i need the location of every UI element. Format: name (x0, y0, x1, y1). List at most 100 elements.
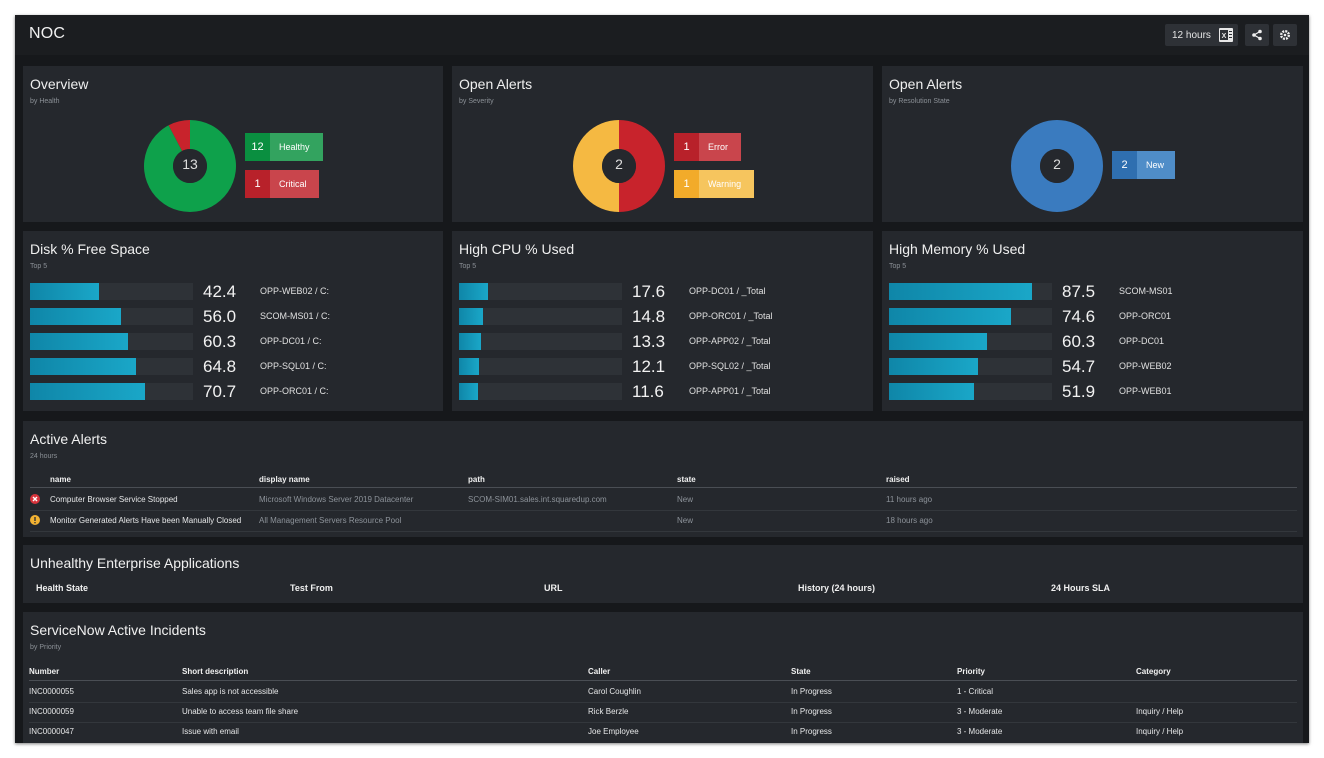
column-header-name[interactable]: name (50, 475, 71, 484)
donut-slice[interactable] (573, 120, 619, 212)
donut-total: 2 (615, 156, 623, 172)
settings-button[interactable] (1273, 24, 1297, 46)
column-header-url[interactable]: URL (544, 583, 563, 593)
donut-slice[interactable] (144, 120, 236, 212)
legend-label: New (1137, 151, 1175, 179)
bar-track (30, 283, 193, 300)
donut-total: 13 (182, 156, 198, 172)
legend-warning[interactable]: 1 Warning (674, 170, 754, 198)
legend-healthy[interactable]: 12 Healthy (245, 133, 323, 161)
share-button[interactable] (1245, 24, 1269, 46)
bar-value: 51.9 (1062, 382, 1096, 401)
donut-slice[interactable] (1011, 120, 1103, 212)
column-header-state[interactable]: State (791, 667, 811, 676)
bar-fill (889, 333, 988, 350)
column-header-health-state[interactable]: Health State (36, 583, 89, 593)
incident-priority: 3 - Moderate (957, 727, 1003, 736)
alert-name: Computer Browser Service Stopped (50, 495, 178, 504)
column-header-priority[interactable]: Priority (957, 667, 986, 676)
column-header-category[interactable]: Category (1136, 667, 1171, 676)
legend-count: 1 (674, 133, 699, 161)
alerts-resolution-tile[interactable]: Open Alerts by Resolution State 2 2 New (882, 66, 1303, 222)
bar-row[interactable]: 42.4 OPP-WEB02 / C: (30, 282, 434, 301)
bar-value: 70.7 (203, 382, 237, 401)
health-donut-chart[interactable] (143, 119, 237, 213)
legend-critical[interactable]: 1 Critical (245, 170, 319, 198)
alert-state: New (677, 516, 694, 525)
table-row[interactable]: Monitor Generated Alerts Have been Manua… (23, 510, 1303, 530)
disk-free-space-tile[interactable]: Disk % Free Space Top 5 42.4 OPP-WEB02 / … (23, 231, 443, 411)
row-divider (29, 722, 1297, 723)
tile-title: Overview (30, 76, 89, 92)
bar-track (459, 358, 622, 375)
column-header-sla[interactable]: 24 Hours SLA (1051, 583, 1111, 593)
bar-value: 54.7 (1062, 357, 1096, 376)
bar-row[interactable]: 54.7 OPP-WEB02 (889, 357, 1293, 376)
bar-fill (889, 383, 974, 400)
column-header-caller[interactable]: Caller (588, 667, 611, 676)
column-header-test-from[interactable]: Test From (290, 583, 333, 593)
column-header-display-name[interactable]: display name (259, 475, 310, 484)
cpu-used-tile[interactable]: High CPU % Used Top 5 17.6 OPP-DC01 / _To… (452, 231, 873, 411)
alerts-severity-tile[interactable]: Open Alerts by Severity 2 1 Error 1 Warn… (452, 66, 873, 222)
bar-fill (459, 358, 479, 375)
column-header-path[interactable]: path (468, 475, 485, 484)
table-row[interactable]: INC0000059 Unable to access team file sh… (23, 702, 1303, 722)
donut-total: 2 (1053, 156, 1061, 172)
donut-hole (173, 149, 207, 183)
donut-slice[interactable] (168, 120, 190, 151)
severity-donut-chart[interactable] (572, 119, 666, 213)
bar-label: OPP-WEB01 (1119, 386, 1172, 396)
bar-row[interactable]: 87.5 SCOM-MS01 (889, 282, 1293, 301)
memory-used-tile[interactable]: High Memory % Used Top 5 87.5 SCOM-MS01 74… (882, 231, 1303, 411)
bar-track (889, 308, 1052, 325)
alert-raised: 18 hours ago (886, 516, 933, 525)
resolution-donut-chart[interactable] (1010, 119, 1104, 213)
active-alerts-tile[interactable]: Active Alerts 24 hours name display name… (23, 421, 1303, 537)
bar-row[interactable]: 60.3 OPP-DC01 (889, 332, 1293, 351)
bar-row[interactable]: 51.9 OPP-WEB01 (889, 382, 1293, 401)
bar-fill (459, 308, 484, 325)
column-header-number[interactable]: Number (29, 667, 60, 676)
bar-row[interactable]: 13.3 OPP-APP02 / _Total (459, 332, 863, 351)
bar-label: OPP-DC01 (1119, 336, 1165, 346)
bar-value: 17.6 (632, 282, 666, 301)
bar-value: 60.3 (1062, 332, 1096, 351)
overview-tile[interactable]: Overview by Health 13 12 Healthy 1 Criti… (23, 66, 443, 222)
bar-fill (889, 358, 979, 375)
table-row[interactable]: INC0000047 Issue with email Joe Employee… (23, 722, 1303, 742)
column-header-raised[interactable]: raised (886, 475, 910, 484)
bar-row[interactable]: 12.1 OPP-SQL02 / _Total (459, 357, 863, 376)
column-header-state[interactable]: state (677, 475, 696, 484)
bar-row[interactable]: 14.8 OPP-ORC01 / _Total (459, 307, 863, 326)
excel-export-icon[interactable]: X (1219, 28, 1233, 42)
top-bar: NOC 12 hours X (15, 15, 1309, 55)
alert-display-name: Microsoft Windows Server 2019 Datacenter (259, 495, 414, 504)
table-row[interactable]: INC0000055 Sales app is not accessible C… (23, 682, 1303, 702)
bar-row[interactable]: 60.3 OPP-DC01 / C: (30, 332, 434, 351)
warning-icon (30, 515, 40, 525)
legend-count: 2 (1112, 151, 1137, 179)
servicenow-incidents-tile[interactable]: ServiceNow Active Incidents by Priority … (23, 612, 1303, 743)
bar-row[interactable]: 70.7 OPP-ORC01 / C: (30, 382, 434, 401)
bar-label: OPP-DC01 / C: (260, 336, 322, 346)
tile-title: Disk % Free Space (30, 241, 150, 257)
donut-slice[interactable] (619, 120, 665, 212)
incident-caller: Carol Coughlin (588, 687, 641, 696)
bar-fill (30, 383, 146, 400)
bar-row[interactable]: 17.6 OPP-DC01 / _Total (459, 282, 863, 301)
enterprise-apps-tile[interactable]: Unhealthy Enterprise Applications Health… (23, 545, 1303, 603)
bar-track (889, 333, 1052, 350)
column-header-short-description[interactable]: Short description (182, 667, 249, 676)
tile-title: Unhealthy Enterprise Applications (30, 555, 240, 571)
table-row[interactable]: Computer Browser Service Stopped Microso… (23, 489, 1303, 509)
column-header-history[interactable]: History (24 hours) (798, 583, 876, 593)
legend-error[interactable]: 1 Error (674, 133, 741, 161)
bar-row[interactable]: 74.6 OPP-ORC01 (889, 307, 1293, 326)
bar-row[interactable]: 64.8 OPP-SQL01 / C: (30, 357, 434, 376)
bar-row[interactable]: 11.6 OPP-APP01 / _Total (459, 382, 863, 401)
legend-new[interactable]: 2 New (1112, 151, 1175, 179)
time-range-button[interactable]: 12 hours X (1165, 24, 1238, 46)
bar-row[interactable]: 56.0 SCOM-MS01 / C: (30, 307, 434, 326)
incident-number: INC0000047 (29, 727, 74, 736)
